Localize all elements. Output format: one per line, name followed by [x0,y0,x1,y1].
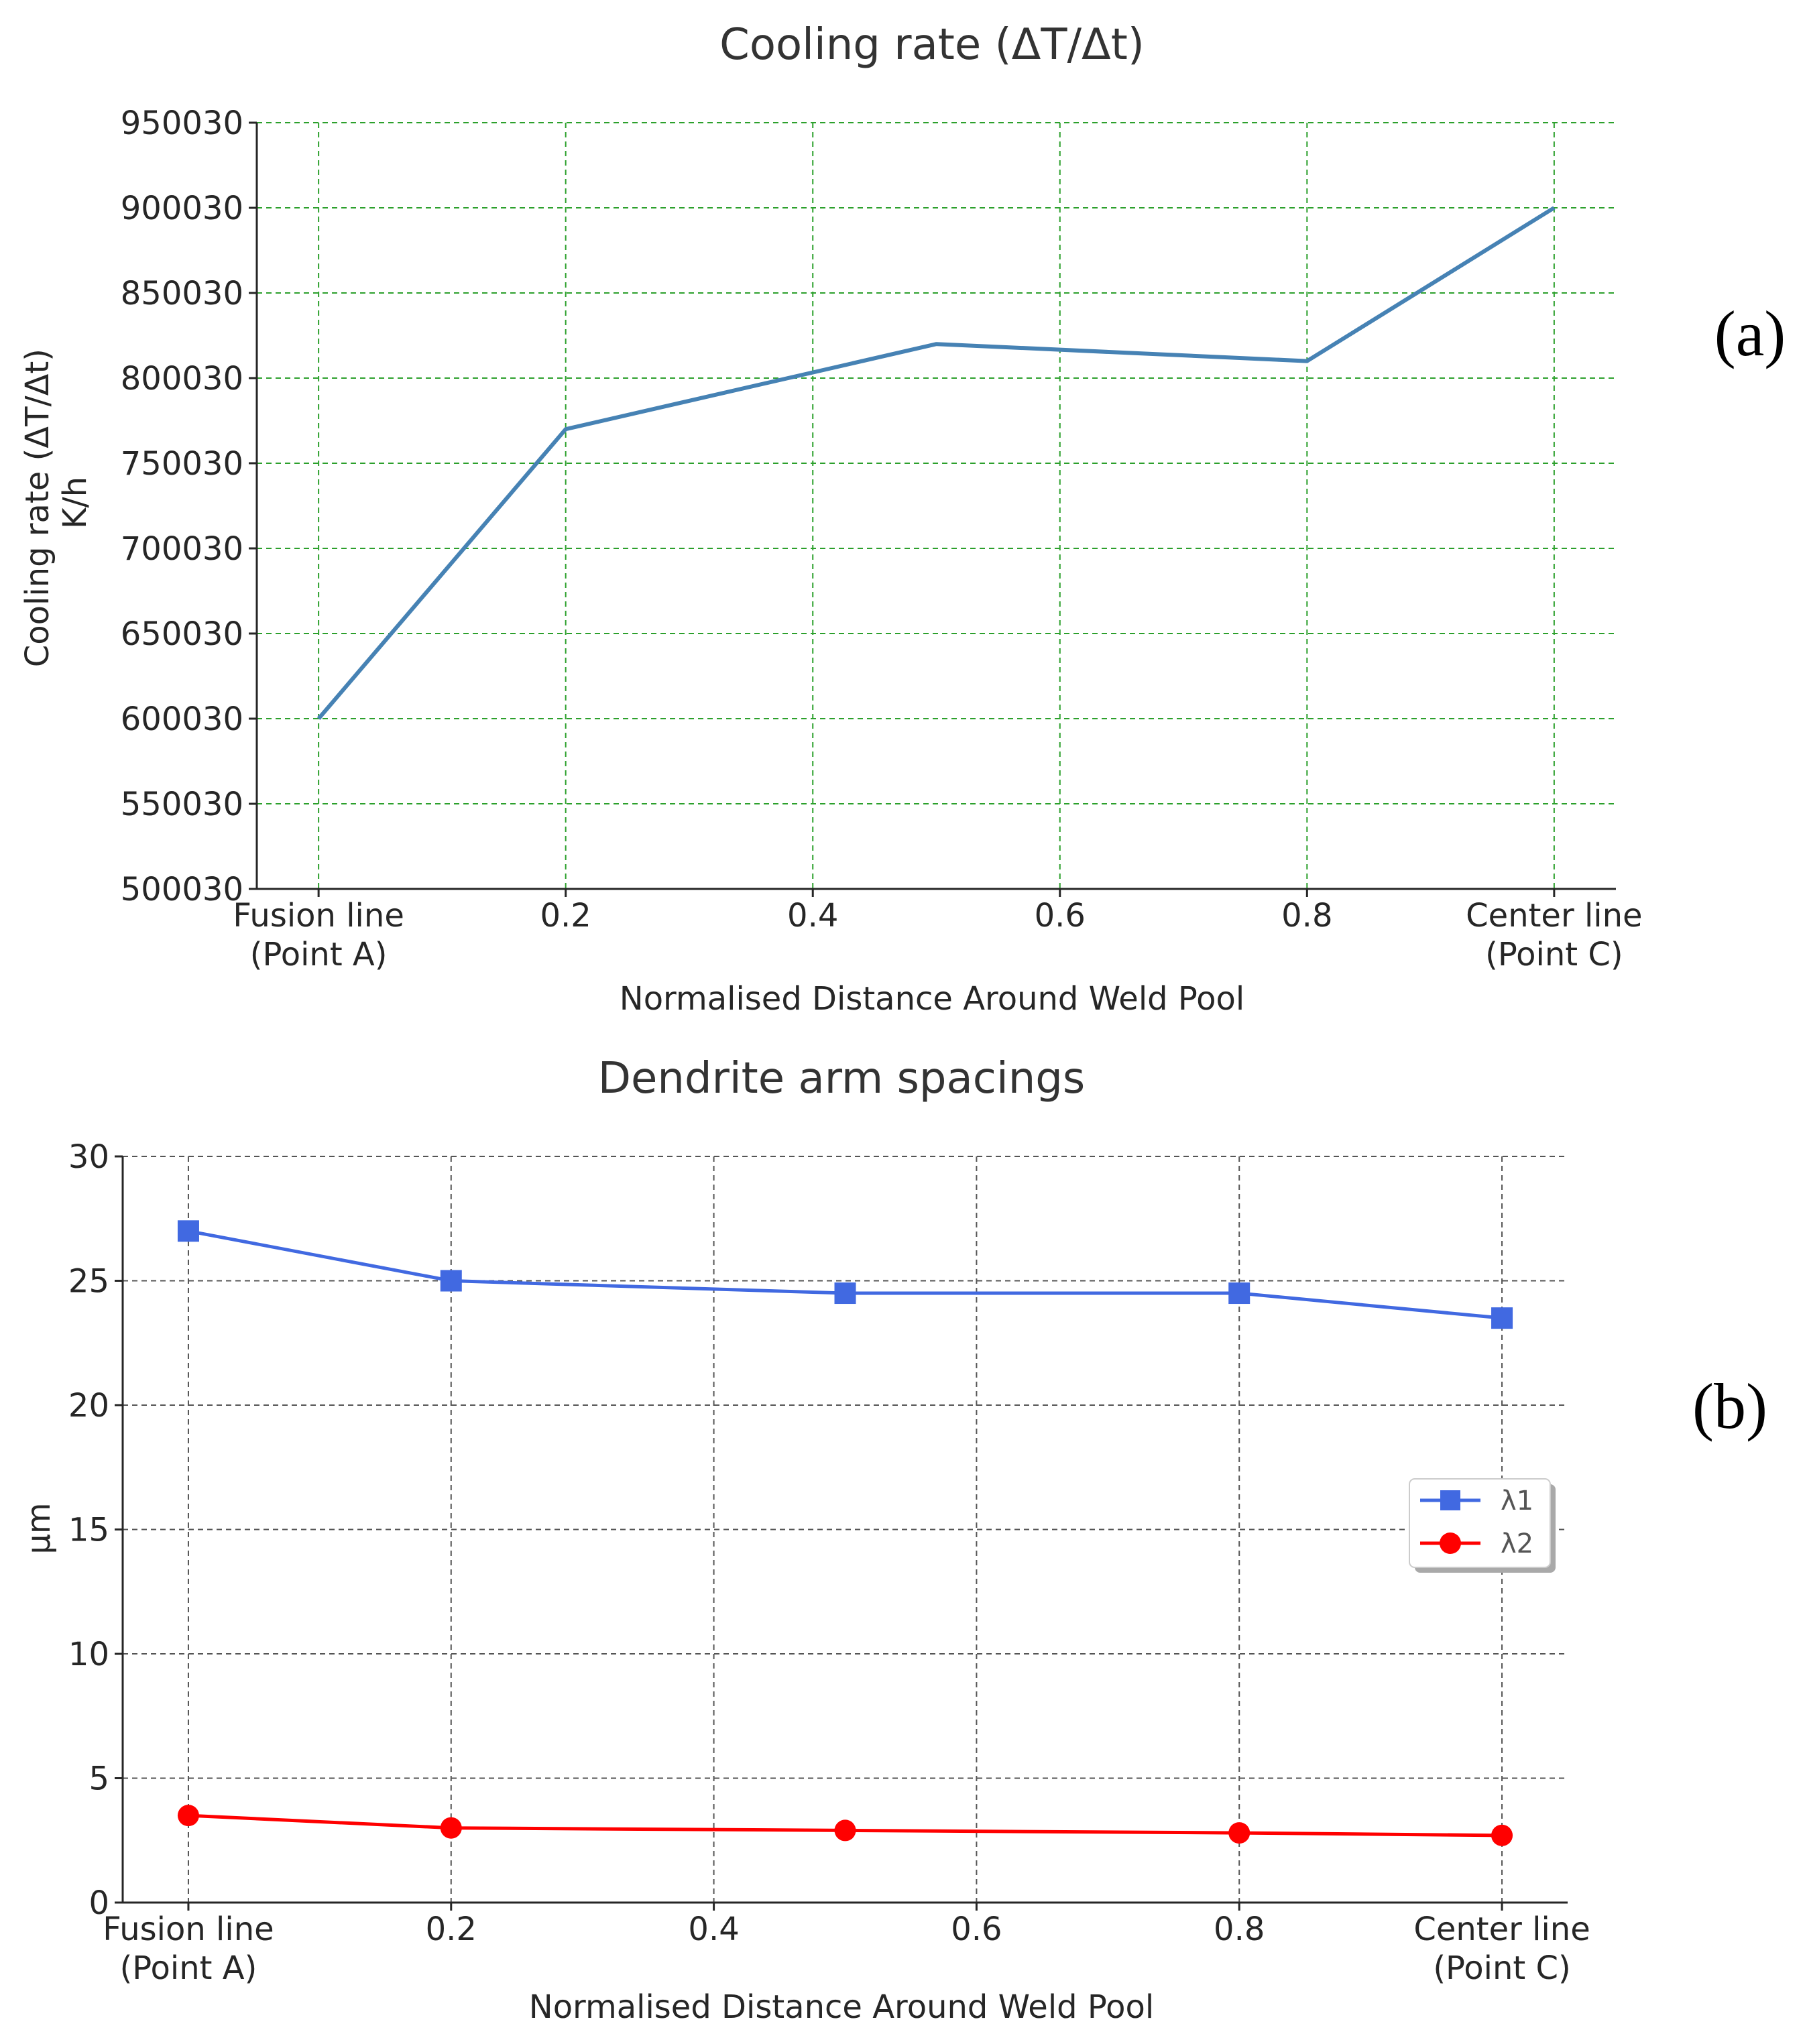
chart-b-x-tick-label-5-line-0: Center line [1413,1911,1590,1948]
chart-b-gridlines [123,1156,1568,1903]
chart-b-y-tick-label-6: 30 [68,1138,109,1176]
chart-b-y-tick-label-4: 20 [68,1387,109,1425]
chart-b-series-0-point-0 [177,1220,199,1242]
chart-a-x-tick-label-3: 0.6 [1035,897,1086,935]
chart-a-x-tick-label-5-line-0: Center line [1466,897,1642,935]
chart-b-x-tick-labels: Fusion line (Point A) 0.2 0.4 0.6 0.8 Center l… [103,1911,1590,1987]
chart-b-y-tick-labels: 0 5 10 15 20 25 30 [68,1138,109,1922]
chart-b-series-1-point-1 [440,1817,462,1839]
chart-a-y-tick-label-9: 950030 [121,105,243,142]
chart-b-x-tick-label-0-line-1: (Point A) [120,1949,257,1987]
chart-a-y-tick-label-3: 650030 [121,615,243,653]
chart-b-x-tick-label-4-line-0: 0.8 [1214,1911,1265,1948]
chart-b-x-tick-label-4: 0.8 [1214,1911,1265,1948]
chart-a-x-tick-label-4: 0.8 [1281,897,1332,935]
chart-a-y-tick-label-6: 800030 [121,360,243,398]
chart-a-x-tick-label-0-line-1: (Point A) [250,936,388,973]
chart-a-y-tick-label-5: 750030 [121,445,243,483]
chart-b-x-tick-label-3: 0.6 [951,1911,1002,1948]
chart-b-series-0-point-3 [1228,1282,1250,1305]
chart-a-y-axis-label: Cooling rate (ΔT/Δt) K/h [19,339,94,668]
chart-a-x-tick-label-2-line-0: 0.4 [787,897,838,935]
chart-b-x-tick-label-3-line-0: 0.6 [951,1911,1002,1948]
chart-a-x-axis-label: Normalised Distance Around Weld Pool [620,980,1244,1018]
chart-a-x-tick-label-5-line-1: (Point C) [1485,936,1623,973]
chart-a-x-tick-label-1-line-0: 0.2 [540,897,591,935]
chart-a-x-tick-label-4-line-0: 0.8 [1281,897,1332,935]
chart-a-y-tick-labels: 500030 550030 600030 650030 700030 750030 8000… [121,105,243,908]
chart-a-x-tick-label-1: 0.2 [540,897,591,935]
chart-b-series-1-point-4 [1491,1824,1513,1846]
chart-b-x-tick-label-0-line-0: Fusion line [103,1911,274,1948]
chart-b-series-1-point-3 [1228,1822,1250,1844]
chart-b-series-0-point-1 [440,1270,462,1292]
chart-b-title: Dendrite arm spacings [598,1054,1086,1103]
chart-b-x-axis-label: Normalised Distance Around Weld Pool [529,1988,1154,2026]
legend-marker-lambda1 [1440,1490,1460,1510]
chart-a-x-tick-label-3-line-0: 0.6 [1035,897,1086,935]
chart-a-y-tick-label-0: 500030 [121,871,243,908]
chart-a-y-tick-label-2: 600030 [121,701,243,738]
chart-b-series-1-point-2 [834,1819,856,1842]
chart-b-x-tick-label-2-line-0: 0.4 [688,1911,739,1948]
chart-b-legend: λ1 λ2 [1409,1478,1556,1573]
chart-a-x-tick-labels: Fusion line (Point A) 0.2 0.4 0.6 0.8 Center l… [233,897,1642,973]
chart-a-axes [249,121,1616,897]
chart-b-x-tick-label-2: 0.4 [688,1911,739,1948]
chart-b-x-tick-label-1-line-0: 0.2 [426,1911,477,1948]
chart-a-y-axis-label-line-2: K/h [56,477,94,529]
chart-b-y-tick-label-2: 10 [68,1636,109,1673]
chart-b-x-tick-label-0: Fusion line (Point A) [103,1911,274,1987]
chart-b-axes [115,1155,1568,1911]
chart-a-series [316,206,1556,720]
chart-a-panel-label: (a) [1714,298,1786,369]
legend-label-lambda1: λ1 [1501,1486,1533,1516]
legend-marker-lambda2 [1440,1532,1461,1554]
legend-label-lambda2: λ2 [1501,1528,1533,1559]
chart-b-series-0-point-4 [1491,1307,1513,1329]
dendrite-spacing-chart: Dendrite arm spacings (b) 0 5 10 15 20 25 30 F… [20,1054,1767,2026]
chart-b-panel-label: (b) [1692,1370,1767,1442]
chart-a-x-tick-label-0-line-0: Fusion line [233,897,404,935]
chart-b-series-1-point-0 [177,1805,199,1827]
chart-b-y-tick-label-3: 15 [68,1512,109,1549]
chart-b-y-tick-label-0: 0 [89,1884,109,1922]
chart-b-x-tick-label-1: 0.2 [426,1911,477,1948]
chart-a-y-tick-label-8: 900030 [121,190,243,227]
chart-b-y-tick-label-5: 25 [68,1263,109,1301]
chart-a-y-axis-label-line-1: Cooling rate (ΔT/Δt) [19,349,56,667]
chart-a-title: Cooling rate (ΔT/Δt) [719,20,1145,70]
chart-a-series-0-line [316,206,1556,720]
chart-b-series-0-point-2 [834,1282,856,1305]
chart-a-x-tick-label-0: Fusion line (Point A) [233,897,404,973]
chart-a-y-tick-label-7: 850030 [121,275,243,312]
chart-a-y-tick-label-1: 550030 [121,786,243,823]
chart-b-y-tick-label-1: 5 [89,1760,109,1798]
chart-a-y-tick-label-4: 700030 [121,530,243,568]
chart-b-series [177,1220,1513,1846]
chart-b-series-0-line [188,1229,1503,1320]
cooling-rate-chart: Cooling rate (ΔT/Δt) (a) 500030 550030 600… [19,20,1786,1018]
chart-a-gridlines [257,122,1616,890]
chart-a-x-tick-label-2: 0.4 [787,897,838,935]
chart-b-x-tick-label-5-line-1: (Point C) [1433,1949,1570,1987]
chart-a-x-tick-label-5: Center line (Point C) [1466,897,1642,973]
chart-b-y-axis-label: µm [20,1502,58,1554]
chart-b-x-tick-label-5: Center line (Point C) [1413,1911,1590,1987]
